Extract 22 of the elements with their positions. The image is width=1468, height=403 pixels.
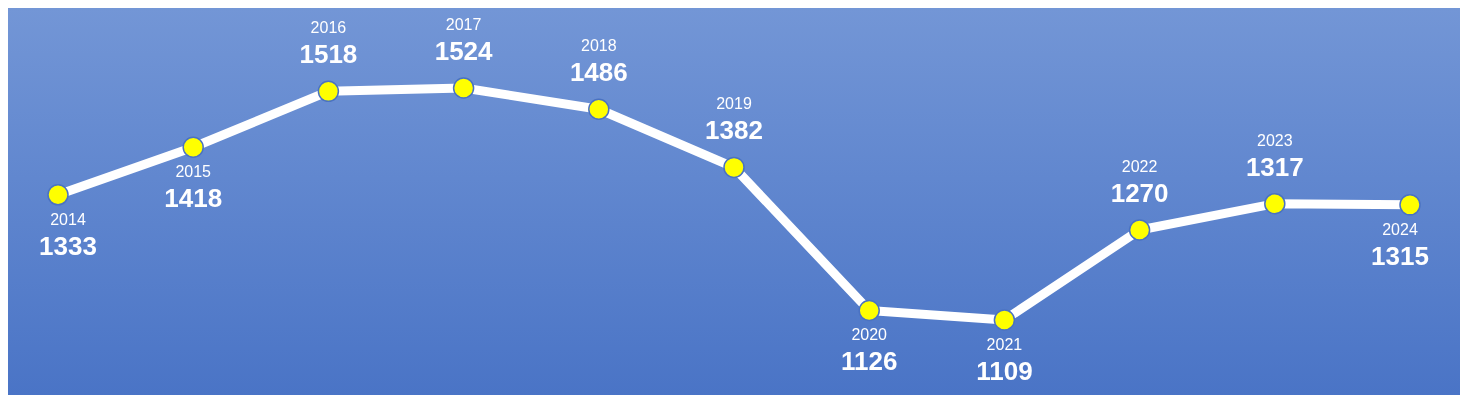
x-tick-label: 2016 [310,19,347,37]
x-tick-label: 2021 [986,336,1023,353]
data-label: 1317 [1245,151,1304,182]
data-label: 1333 [39,230,97,261]
data-label: 1270 [1110,178,1169,208]
data-label: 1315 [1371,240,1429,271]
x-tick-label: 2014 [50,210,86,228]
data-label: 1486 [569,57,628,88]
x-tick-label: 2020 [851,326,888,344]
data-label: 1518 [299,39,358,70]
x-tick-label: 2015 [175,163,212,181]
data-label: 1524 [434,36,494,66]
data-label: 1418 [164,183,223,214]
x-tick-label: 2022 [1121,158,1158,175]
data-label: 1126 [841,346,898,377]
data-label: 1109 [976,356,1033,386]
x-tick-label: 2018 [581,37,617,55]
x-tick-label: 2019 [716,95,752,113]
x-tick-label: 2024 [1382,220,1418,238]
x-tick-label: 2023 [1257,131,1293,149]
data-label: 1382 [705,115,763,146]
x-tick-label: 2017 [445,16,482,33]
